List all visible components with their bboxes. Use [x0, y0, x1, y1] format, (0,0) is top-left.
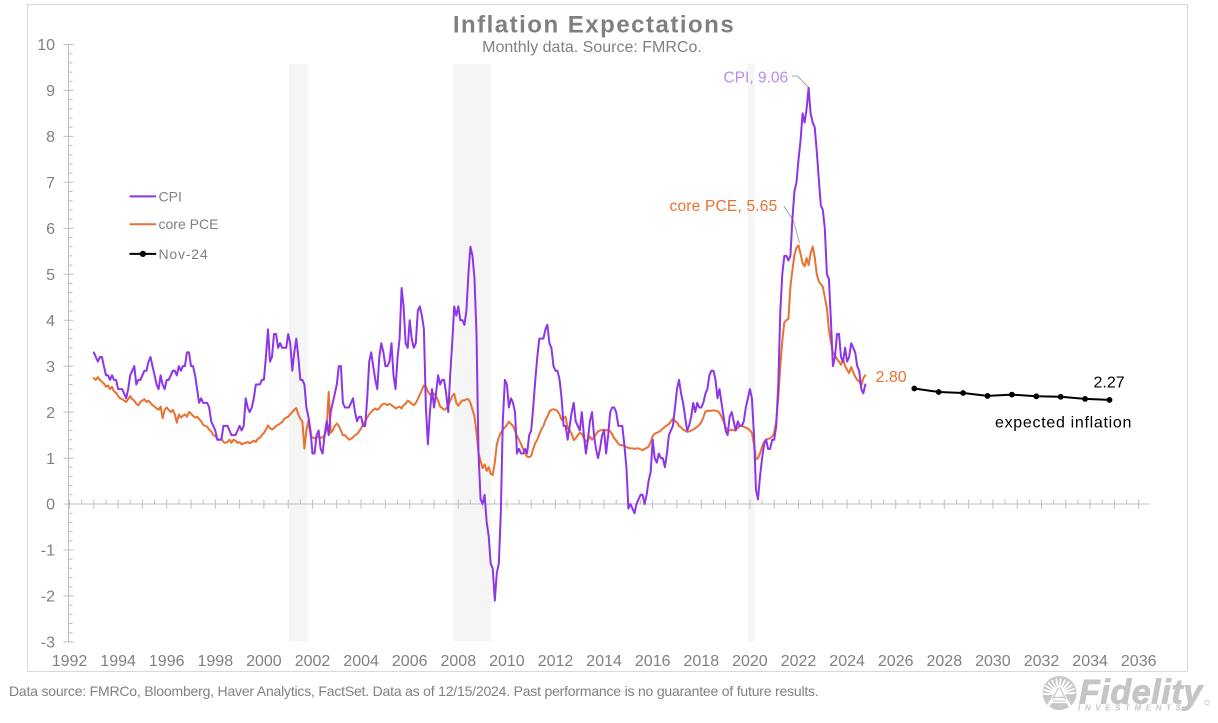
svg-text:0: 0 — [46, 497, 55, 514]
svg-text:INVESTMENTS: INVESTMENTS — [1078, 704, 1186, 713]
svg-text:2008: 2008 — [441, 653, 477, 670]
svg-text:2.80: 2.80 — [876, 369, 907, 386]
svg-text:6: 6 — [46, 221, 55, 238]
svg-text:2012: 2012 — [538, 653, 574, 670]
svg-text:2.27: 2.27 — [1094, 374, 1125, 391]
svg-text:7: 7 — [46, 175, 55, 192]
svg-text:8: 8 — [46, 129, 55, 146]
svg-text:1998: 1998 — [198, 653, 234, 670]
svg-text:2034: 2034 — [1072, 653, 1108, 670]
svg-text:CPI, 9.06: CPI, 9.06 — [724, 70, 789, 87]
svg-text:10: 10 — [37, 37, 55, 54]
svg-text:4: 4 — [46, 313, 55, 330]
svg-text:2030: 2030 — [975, 653, 1011, 670]
svg-text:core PCE: core PCE — [159, 216, 219, 232]
svg-text:3: 3 — [46, 359, 55, 376]
svg-text:-2: -2 — [41, 589, 55, 606]
svg-text:2020: 2020 — [732, 653, 768, 670]
svg-text:Nov-24: Nov-24 — [159, 246, 209, 262]
svg-text:-3: -3 — [41, 635, 55, 652]
svg-text:Monthly data. Source: FMRCo.: Monthly data. Source: FMRCo. — [482, 39, 702, 56]
svg-text:2022: 2022 — [781, 653, 817, 670]
svg-text:2036: 2036 — [1121, 653, 1157, 670]
svg-text:1994: 1994 — [100, 653, 136, 670]
svg-text:2014: 2014 — [586, 653, 622, 670]
svg-text:Data source: FMRCo, Bloomberg,: Data source: FMRCo, Bloomberg, Haver Ana… — [9, 683, 819, 699]
svg-text:-1: -1 — [41, 543, 55, 560]
svg-text:2024: 2024 — [829, 653, 865, 670]
svg-text:2010: 2010 — [489, 653, 525, 670]
svg-text:2026: 2026 — [878, 653, 914, 670]
svg-text:2028: 2028 — [927, 653, 963, 670]
svg-text:expected inflation: expected inflation — [995, 414, 1132, 431]
svg-text:core PCE, 5.65: core PCE, 5.65 — [670, 198, 778, 215]
svg-text:2016: 2016 — [635, 653, 671, 670]
svg-text:2018: 2018 — [684, 653, 720, 670]
svg-text:2: 2 — [46, 405, 55, 422]
svg-text:CPI: CPI — [159, 188, 182, 204]
svg-text:Inflation Expectations: Inflation Expectations — [453, 12, 735, 39]
svg-text:2006: 2006 — [392, 653, 428, 670]
svg-text:Fidelity: Fidelity — [1079, 674, 1204, 712]
svg-text:1996: 1996 — [149, 653, 185, 670]
svg-text:1992: 1992 — [52, 653, 88, 670]
svg-text:1: 1 — [46, 451, 55, 468]
svg-text:2004: 2004 — [343, 653, 379, 670]
svg-text:9: 9 — [46, 83, 55, 100]
svg-text:5: 5 — [46, 267, 55, 284]
svg-text:2032: 2032 — [1024, 653, 1060, 670]
svg-text:2000: 2000 — [246, 653, 282, 670]
svg-text:2002: 2002 — [295, 653, 331, 670]
